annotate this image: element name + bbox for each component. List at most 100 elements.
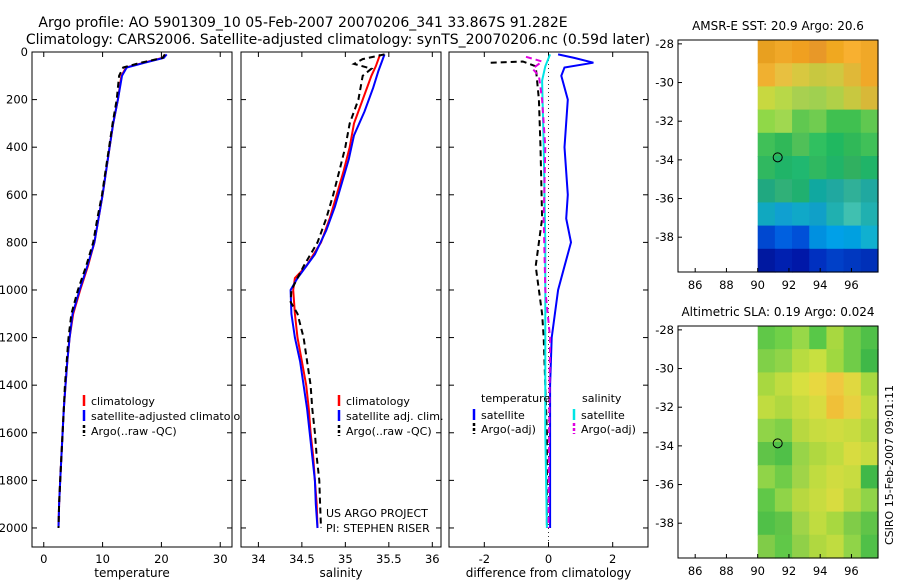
map-cell [826,465,845,489]
legend-difference: temperature salinitysatelliteArgo(-adj)sa… [472,392,636,436]
side-timestamp: CSIRO 15-Feb-2007 09:01:11 [883,385,896,545]
map-cell [792,488,810,513]
map-cell [860,372,879,397]
map-cell [809,326,828,350]
map-x-tick-label: 96 [844,278,859,292]
map-y-tick-label: -38 [655,516,674,530]
map-cell [792,372,810,397]
x-tick-label: 34 [251,552,266,566]
map-cell [792,534,810,559]
map-cell [757,248,776,273]
map-cell [792,63,810,87]
map-cell [809,179,828,203]
map-cell [860,349,879,373]
x-axis-label: salinity [319,566,362,580]
map-cell [843,132,862,157]
map-title: AMSR-E SST: 20.9 Argo: 20.6 [692,19,864,33]
map-x-tick-label: 86 [688,564,703,578]
map-x-tick-label: 94 [813,564,828,578]
map-cell [860,488,879,513]
panel-sla_map: Altimetric SLA: 0.19 Argo: 0.024 86 88 90 92… [655,305,879,578]
map-cell [792,395,810,420]
y-tick-label: 1800 [0,473,28,487]
x-tick-label: 30 [213,552,228,566]
map-x-tick-label: 94 [813,278,828,292]
legend-temperature: climatology satellite-adjusted climatolog… [82,395,254,438]
project-note-line-1: US ARGO PROJECT [326,507,428,520]
header-line-1: Argo profile: AO 5901309_10 05-Feb-2007 … [38,15,567,31]
map-cell [774,86,793,111]
map-cell [757,109,776,134]
map-cell [757,442,776,466]
map-cell [826,248,845,273]
map-cell [826,488,845,513]
map-cell [774,349,793,373]
map-cell [792,156,810,180]
map-cell [774,534,793,559]
map-cell [774,418,793,443]
map-cell [792,465,810,489]
map-y-tick-label: -28 [655,37,674,51]
map-cell [843,63,862,87]
map-cell [792,326,810,350]
map-cell [757,534,776,559]
map-cell [757,156,776,180]
map-cell [826,179,845,203]
map-cell [860,179,879,203]
map-cell [757,511,776,536]
map-cell [843,395,862,420]
map-cell [860,156,879,180]
map-cell [792,86,810,111]
map-y-tick-label: -28 [655,323,674,337]
map-cell [774,442,793,466]
map-y-tick-label: -36 [655,478,674,492]
map-cell [792,349,810,373]
legend-label: climatology [346,395,410,408]
map-cell [860,109,879,134]
legend-label: satellite [581,409,625,422]
map-cell [757,202,776,227]
map-cell [809,40,828,64]
map-cell [860,132,879,157]
map-cell [757,40,776,64]
y-tick-label: 400 [6,140,28,154]
panel-salinity: 34 34.5 35 35.5 36 salinity climatology satelli… [240,51,443,580]
map-cell [809,418,828,443]
map-cell [757,132,776,157]
map-y-tick-label: -34 [655,439,674,453]
x-tick-label: 35.5 [376,552,402,566]
map-cell [757,86,776,111]
map-cell [792,202,810,227]
x-tick-label: 0 [545,552,552,566]
x-tick-label: 20 [154,552,169,566]
map-cell [757,488,776,513]
legend-salinity: climatology satellite adj. clim. Argo(..ra… [337,395,443,438]
map-cell [843,488,862,513]
series-line-salinity-argo-adj- [525,55,552,529]
map-cell [826,109,845,134]
map-cell [843,248,862,273]
map-y-tick-label: -34 [655,153,674,167]
map-cell [757,326,776,350]
map-cell [860,326,879,350]
map-cell [809,442,828,466]
map-cell [809,465,828,489]
map-cell [809,225,828,250]
map-cell [809,109,828,134]
map-cell [826,395,845,420]
map-cell [792,132,810,157]
x-axis-label: temperature [94,566,169,580]
map-y-tick-label: -32 [655,114,674,128]
series-line-temperature-satellite [549,53,594,528]
map-x-tick-label: 86 [688,278,703,292]
map-cell [792,225,810,250]
map-cell [792,418,810,443]
map-cell [774,395,793,420]
legend-label: climatology [91,395,155,408]
legend-label: satellite adj. clim. [346,410,443,423]
map-x-tick-label: 88 [719,564,734,578]
map-cell [843,179,862,203]
map-cell [843,442,862,466]
map-x-tick-label: 88 [719,278,734,292]
